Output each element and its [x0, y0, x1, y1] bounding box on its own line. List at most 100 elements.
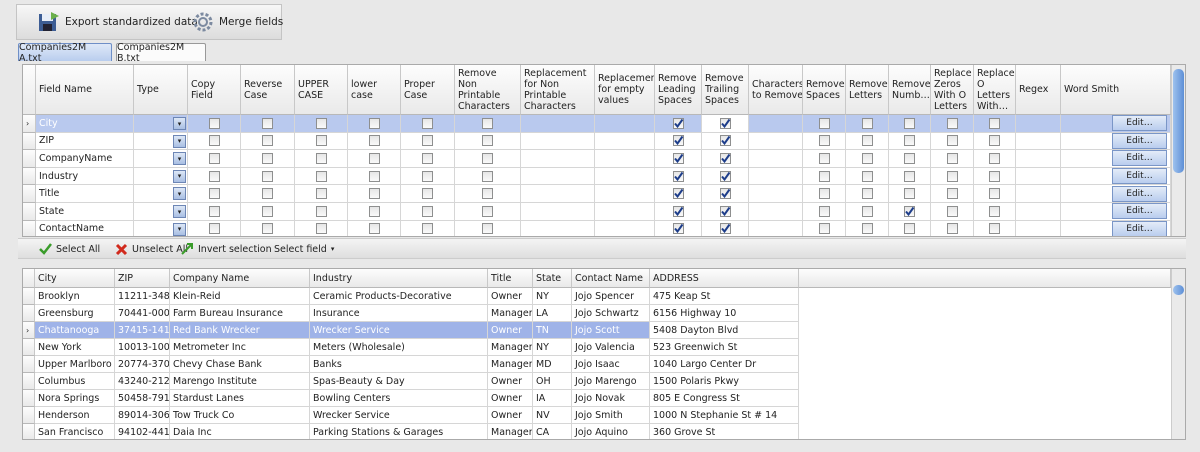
checkbox[interactable]	[672, 170, 684, 182]
checkbox[interactable]	[368, 205, 380, 217]
vertical-scrollbar[interactable]	[1171, 269, 1185, 439]
checkbox[interactable]	[262, 135, 273, 147]
checkbox[interactable]	[672, 205, 684, 217]
checkbox[interactable]	[482, 152, 493, 164]
checkbox[interactable]	[672, 135, 684, 147]
column-header[interactable]: Title	[488, 269, 533, 288]
column-header[interactable]: Remove Non Printable Characters	[455, 65, 521, 115]
checkbox[interactable]	[861, 117, 873, 129]
row-header[interactable]	[23, 339, 35, 356]
checkbox[interactable]	[719, 170, 731, 182]
checkbox[interactable]	[262, 205, 273, 217]
edit-button[interactable]: Edit…	[1112, 115, 1167, 132]
checkbox[interactable]	[262, 152, 273, 164]
checkbox[interactable]	[818, 188, 830, 200]
checkbox[interactable]	[422, 223, 433, 235]
checkbox[interactable]	[482, 117, 493, 129]
edit-button[interactable]: Edit…	[1112, 168, 1167, 185]
checkbox[interactable]	[946, 135, 958, 147]
checkbox[interactable]	[904, 223, 915, 235]
type-dropdown[interactable]: ▾	[173, 222, 186, 236]
checkbox[interactable]	[422, 135, 433, 147]
edit-button[interactable]: Edit…	[1112, 185, 1167, 202]
checkbox[interactable]	[719, 135, 731, 147]
checkbox[interactable]	[422, 152, 433, 164]
checkbox[interactable]	[946, 117, 958, 129]
checkbox[interactable]	[946, 188, 958, 200]
column-header[interactable]: Industry	[310, 269, 488, 288]
checkbox[interactable]	[946, 152, 958, 164]
checkbox[interactable]	[946, 223, 958, 235]
checkbox[interactable]	[368, 170, 380, 182]
file-tab[interactable]: Companies2M B.txt	[116, 42, 206, 64]
checkbox[interactable]	[989, 188, 1000, 200]
checkbox[interactable]	[946, 205, 958, 217]
row-header[interactable]	[23, 373, 35, 390]
checkbox[interactable]	[262, 170, 273, 182]
checkbox[interactable]	[672, 117, 684, 129]
checkbox[interactable]	[861, 152, 873, 164]
checkbox[interactable]	[989, 135, 1000, 147]
checkbox[interactable]	[208, 223, 220, 235]
scroll-thumb[interactable]	[1173, 69, 1184, 173]
checkbox[interactable]	[672, 152, 684, 164]
row-header[interactable]	[23, 220, 36, 236]
checkbox[interactable]	[989, 170, 1000, 182]
checkbox[interactable]	[482, 223, 493, 235]
column-header[interactable]: Remove Trailing Spaces	[702, 65, 749, 115]
checkbox[interactable]	[989, 152, 1000, 164]
selection-button[interactable]: Invert selection	[180, 242, 272, 256]
checkbox[interactable]	[315, 135, 327, 147]
row-header[interactable]	[23, 305, 35, 322]
checkbox[interactable]	[262, 223, 273, 235]
column-header[interactable]: Replacement for empty values	[595, 65, 655, 115]
checkbox[interactable]	[422, 188, 433, 200]
checkbox[interactable]	[422, 117, 433, 129]
selection-button[interactable]: Unselect All	[114, 242, 188, 256]
checkbox[interactable]	[262, 117, 273, 129]
checkbox[interactable]	[904, 117, 915, 129]
checkbox[interactable]	[672, 188, 684, 200]
type-dropdown[interactable]: ▾	[173, 134, 186, 148]
type-dropdown[interactable]: ▾	[173, 117, 186, 130]
column-header[interactable]: Type	[134, 65, 188, 115]
column-header[interactable]: Company Name	[170, 269, 310, 288]
checkbox[interactable]	[368, 117, 380, 129]
column-header[interactable]: Proper Case	[401, 65, 455, 115]
column-header[interactable]: Remove Spaces	[803, 65, 846, 115]
checkbox[interactable]	[818, 205, 830, 217]
merge-button[interactable]: Merge fields	[191, 11, 283, 33]
row-header[interactable]	[23, 185, 36, 203]
checkbox[interactable]	[482, 135, 493, 147]
checkbox[interactable]	[482, 205, 493, 217]
checkbox[interactable]	[904, 188, 915, 200]
row-header[interactable]	[23, 407, 35, 424]
column-header[interactable]: UPPER CASE	[295, 65, 348, 115]
column-header[interactable]: Remove Leading Spaces	[655, 65, 702, 115]
checkbox[interactable]	[989, 205, 1000, 217]
checkbox[interactable]	[861, 223, 873, 235]
column-header[interactable]: Regex	[1016, 65, 1061, 115]
checkbox[interactable]	[861, 170, 873, 182]
checkbox[interactable]	[818, 135, 830, 147]
column-header[interactable]: lower case	[348, 65, 401, 115]
column-header[interactable]: State	[533, 269, 572, 288]
column-header[interactable]: Field Name	[36, 65, 134, 115]
row-header[interactable]	[23, 390, 35, 407]
edit-button[interactable]: Edit…	[1112, 203, 1167, 220]
edit-button[interactable]: Edit…	[1112, 220, 1167, 236]
column-header[interactable]: Word Smith	[1061, 65, 1171, 115]
checkbox[interactable]	[719, 152, 731, 164]
type-dropdown[interactable]: ▾	[173, 205, 186, 218]
file-tab[interactable]: Companies2M A.txt	[18, 42, 112, 64]
checkbox[interactable]	[315, 117, 327, 129]
checkbox[interactable]	[208, 205, 220, 217]
column-header[interactable]: City	[35, 269, 115, 288]
row-header[interactable]	[23, 132, 36, 151]
checkbox[interactable]	[315, 170, 327, 182]
checkbox[interactable]	[719, 117, 731, 129]
checkbox[interactable]	[208, 188, 220, 200]
checkbox[interactable]	[818, 223, 830, 235]
checkbox[interactable]	[904, 170, 915, 182]
type-dropdown[interactable]: ▾	[173, 169, 186, 183]
